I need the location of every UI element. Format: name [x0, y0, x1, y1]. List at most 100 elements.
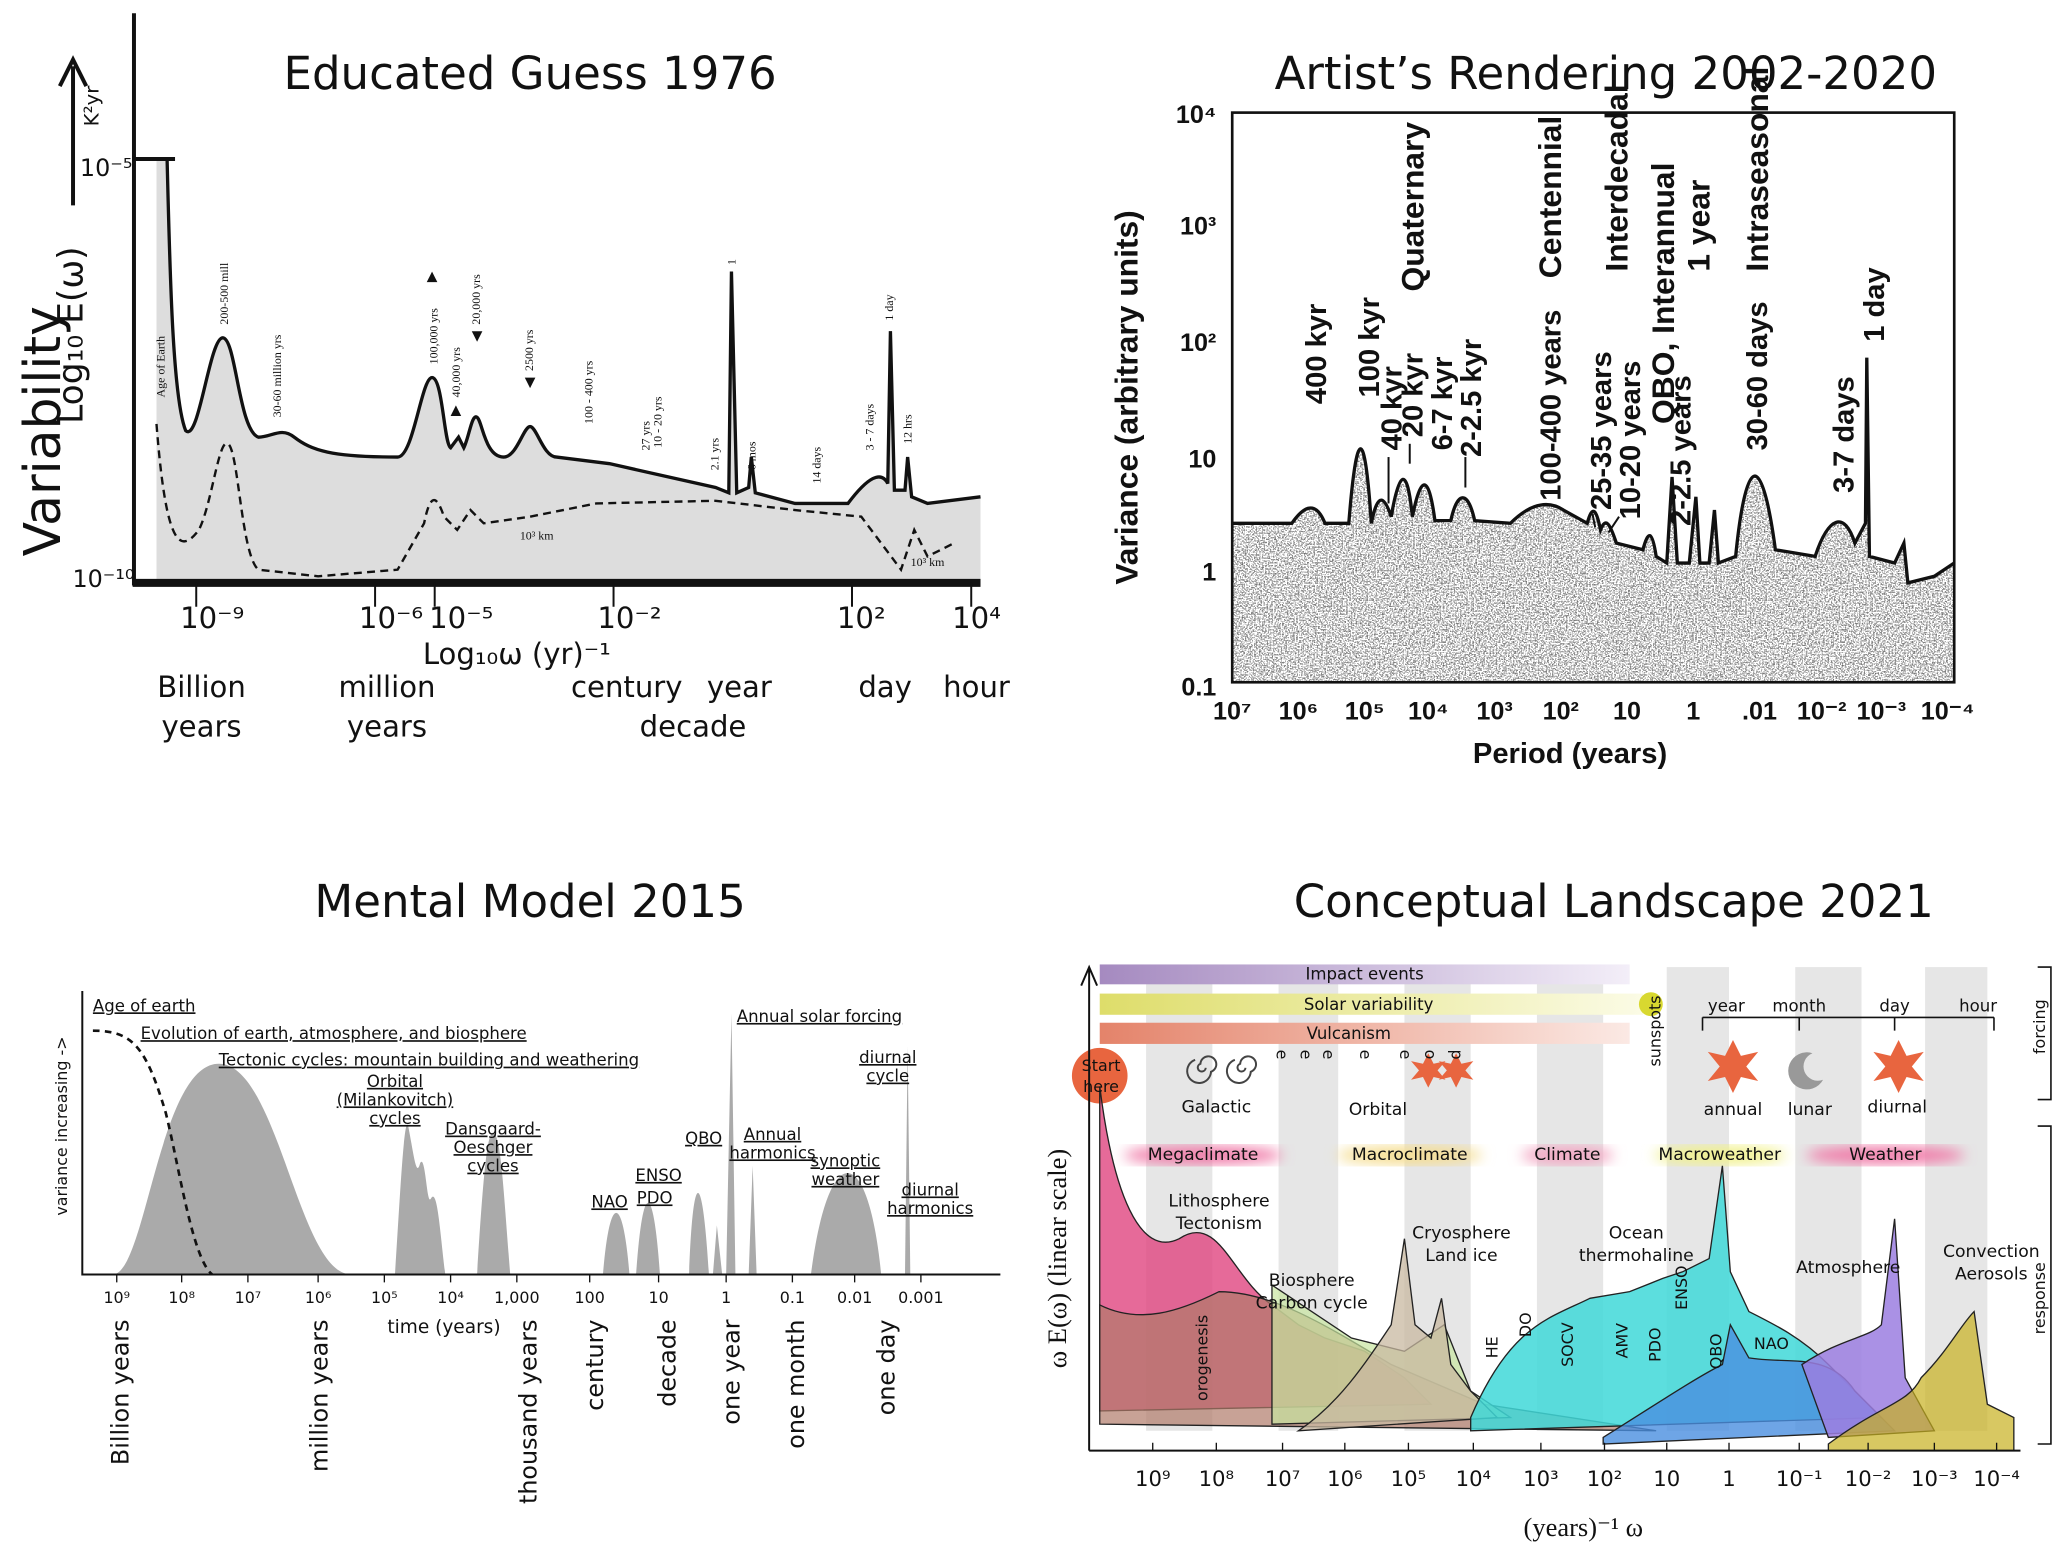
peak-label: 100,000 yrs	[426, 308, 440, 365]
annotation: cycles	[369, 1109, 420, 1128]
x-tick-label: 0.001	[898, 1288, 943, 1307]
peak-label: 20,000 yrs	[469, 274, 483, 325]
peak-label: 2500 yrs	[522, 329, 536, 371]
mode-label: SOCV	[1558, 1322, 1577, 1367]
regime-label: Climate	[1534, 1145, 1600, 1165]
x-tick-label: 10⁵	[1345, 697, 1385, 725]
y-tick-label: 10⁴	[1176, 101, 1216, 129]
peak-label: 1 day	[882, 294, 896, 320]
mode-label: AMV	[1613, 1323, 1632, 1359]
curve-note: 10³ km	[911, 555, 945, 569]
y-tick-label: 10	[1188, 446, 1216, 474]
x-tick-label: 1	[1722, 1466, 1735, 1491]
scale-label: years	[161, 710, 241, 744]
x-tick-label: 10⁷	[1265, 1466, 1300, 1491]
orbital-symbol: e	[1356, 1050, 1375, 1060]
stars	[1411, 1039, 1924, 1093]
annotation: harmonics	[887, 1199, 973, 1218]
forcing-label: Orbital	[1349, 1100, 1407, 1120]
title: Artist’s Rendering 2002-2020	[1275, 47, 1937, 100]
x-tick-label: 10⁻³	[1857, 697, 1907, 725]
title: Mental Model 2015	[314, 875, 745, 928]
period-label: year	[1708, 996, 1745, 1015]
period-label: month	[1772, 996, 1826, 1015]
component-label: Convection	[1943, 1242, 2040, 1262]
x-tick-label: 10⁻⁵	[429, 601, 493, 635]
dashed-curve	[92, 1029, 214, 1276]
annotation: 10-20 years	[1615, 361, 1647, 520]
scale-label: thousand years	[515, 1319, 543, 1504]
component-label: Tectonism	[1175, 1214, 1262, 1234]
axes	[81, 990, 1001, 1276]
forcing-bar-label: Impact events	[1306, 965, 1424, 984]
bump	[112, 1063, 352, 1275]
x-tick-label: 0.1	[780, 1288, 805, 1307]
peak-label: 100 - 400 yrs	[581, 360, 595, 424]
x-tick-label: 10⁹	[103, 1288, 130, 1307]
y-label: Variance (arbitrary units)	[1108, 210, 1144, 584]
spirals	[1186, 1055, 1258, 1084]
start-label: Start	[1082, 1056, 1121, 1075]
peak-label: 30-60 million yrs	[270, 334, 284, 417]
x-tick-label: 10⁶	[1327, 1466, 1362, 1491]
peak-label: 10 - 20 yrs	[650, 396, 664, 448]
axes	[1080, 964, 2021, 1452]
forcing-bar-label: Solar variability	[1304, 995, 1434, 1014]
x-tick-label: 1	[1686, 697, 1700, 725]
dashed-curve	[155, 423, 955, 578]
annotation: 6-7 kyr	[1427, 357, 1459, 451]
annotation: 30-60 days	[1742, 301, 1774, 450]
annotation: Interdecadal	[1598, 84, 1634, 271]
scale-label: decade	[654, 1319, 682, 1406]
x-ticks	[1152, 1442, 1998, 1451]
y-tick-label: 0.1	[1181, 674, 1216, 702]
annotation: weather	[811, 1170, 879, 1189]
component-label: Atmosphere	[1796, 1258, 1900, 1278]
scale-label: Billion years	[107, 1319, 135, 1465]
orbital-symbol: e	[1297, 1050, 1316, 1060]
x-tick-label: 10	[1613, 697, 1641, 725]
x-tick-label: 10⁵	[1391, 1466, 1426, 1491]
peak-label: Age of Earth	[154, 336, 168, 398]
mode-label: QBO	[1707, 1333, 1726, 1369]
scale-label: century	[571, 670, 682, 704]
start-circle	[1071, 1047, 1128, 1104]
x-tick-label: 10⁻³	[1911, 1466, 1958, 1491]
bump	[602, 1212, 630, 1275]
annotation: diurnal	[859, 1048, 916, 1067]
bump	[636, 1202, 660, 1275]
peak-markers	[426, 271, 536, 416]
peak-label: 40,000 yrs	[449, 347, 463, 398]
scale-label: hour	[943, 670, 1010, 704]
x-tick-label: 10⁴	[437, 1288, 464, 1307]
x-tick-label: 10⁸	[1199, 1466, 1234, 1491]
x-tick-label: 10²	[1543, 697, 1579, 725]
annotation: 40 kyr	[1377, 366, 1409, 450]
mode-label: orogenesis	[1193, 1315, 1212, 1401]
curve-note: 10³ km	[520, 528, 554, 542]
x-tick-label: 10⁴	[952, 601, 1001, 635]
annotation: 100 kyr	[1354, 297, 1386, 397]
annotation: diurnal	[902, 1180, 959, 1199]
x-tick-label: 10⁻⁴	[1973, 1466, 2020, 1491]
scale-label: Billion	[157, 670, 246, 704]
regime-glows	[1123, 1145, 1965, 1165]
scale-label: million	[338, 670, 435, 704]
bump	[810, 1173, 882, 1275]
annotation: (Milankovitch)	[337, 1090, 454, 1109]
regime-label: Macroweather	[1658, 1145, 1782, 1165]
regime-label: Weather	[1849, 1145, 1922, 1165]
scale-label: year	[707, 670, 772, 704]
y-label: ω E(ω) (linear scale)	[1042, 1149, 1072, 1368]
y-label: variance increasing ->	[52, 1036, 71, 1215]
y-tick-label: 1	[1202, 558, 1216, 586]
scale-label: day	[858, 670, 912, 704]
bump	[477, 1132, 511, 1275]
x-tick-label: 10⁻²	[597, 601, 661, 635]
x-tick-label: 10⁻¹	[1776, 1466, 1823, 1491]
annotation: Annual	[744, 1125, 802, 1144]
component-label: Land ice	[1425, 1246, 1497, 1266]
annotation: 1 year	[1681, 180, 1717, 272]
annotation: 25-35 years	[1586, 351, 1618, 510]
mode-label: NAO	[1754, 1334, 1789, 1353]
